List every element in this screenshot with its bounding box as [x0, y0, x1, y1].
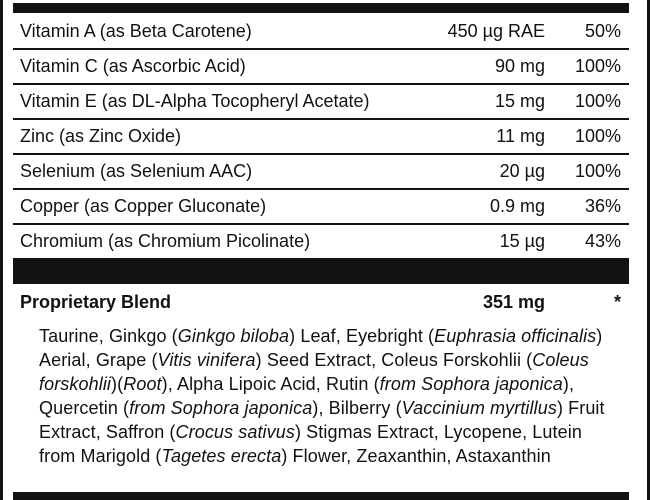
nutrient-row: Vitamin A (as Beta Carotene) 450 µg RAE 50…	[13, 15, 629, 50]
ingredient-text: ), Bilberry (	[312, 398, 402, 418]
latin-name: Root	[123, 374, 162, 394]
panel-content: Vitamin A (as Beta Carotene) 450 µg RAE 50…	[13, 0, 629, 468]
nutrient-amount: 15 µg	[499, 231, 545, 251]
nutrient-daily-value: 50%	[584, 21, 621, 41]
nutrient-row: Vitamin E (as DL-Alpha Tocopheryl Acetat…	[13, 85, 629, 120]
ingredient-text: ) Stigmas Extract, Lycopene, Lutein from…	[39, 422, 582, 466]
latin-name: from Sophora japonica	[129, 398, 313, 418]
nutrient-name: Selenium (as Selenium AAC)	[20, 161, 253, 181]
nutrient-amount: 11 mg	[496, 126, 545, 146]
latin-name: Vitis vinifera	[157, 350, 256, 370]
latin-name: Euphrasia officinalis	[434, 326, 597, 346]
nutrient-row: Copper (as Copper Gluconate) 0.9 mg 36%	[13, 190, 629, 225]
nutrient-amount: 0.9 mg	[489, 196, 545, 216]
nutrient-daily-value: 100%	[574, 56, 621, 76]
nutrient-row: Selenium (as Selenium AAC) 20 µg 100%	[13, 155, 629, 190]
nutrient-daily-value: 100%	[574, 161, 621, 181]
latin-name: Vaccinium myrtillus	[401, 398, 557, 418]
nutrient-daily-value: 100%	[574, 126, 621, 146]
nutrient-row: Vitamin C (as Ascorbic Acid) 90 mg 100%	[13, 50, 629, 85]
latin-name: Tagetes erecta	[161, 446, 282, 466]
ingredient-text: ) Fruit Extract, Saffron (	[39, 398, 605, 442]
nutrient-name: Copper (as Copper Gluconate)	[20, 196, 267, 216]
ingredient-text: ) Leaf, Eyebright (	[289, 326, 435, 346]
latin-name: Coleus forskohlii	[39, 350, 589, 394]
latin-name: Crocus sativus	[175, 422, 295, 442]
nutrient-name: Vitamin A (as Beta Carotene)	[20, 21, 252, 41]
nutrient-amount: 15 mg	[494, 91, 545, 111]
latin-name: Ginkgo biloba	[177, 326, 290, 346]
top-divider-bar	[13, 3, 629, 13]
nutrient-name: Vitamin C (as Ascorbic Acid)	[20, 56, 246, 76]
bottom-divider-bar	[13, 492, 629, 500]
ingredient-text: ) Seed Extract, Coleus Forskohlii (	[255, 350, 533, 370]
nutrient-daily-value: 43%	[584, 231, 621, 251]
blend-name: Proprietary Blend	[20, 292, 172, 312]
nutrient-table: Vitamin A (as Beta Carotene) 450 µg RAE 50…	[13, 13, 629, 258]
ingredient-text: Taurine, Ginkgo (	[39, 326, 178, 346]
section-divider-bar	[13, 258, 629, 284]
nutrient-row: Zinc (as Zinc Oxide) 11 mg 100%	[13, 120, 629, 155]
nutrient-amount: 90 mg	[494, 56, 545, 76]
ingredient-text: ) Aerial, Grape (	[39, 326, 603, 370]
blend-daily-value-asterisk: *	[613, 292, 621, 312]
ingredient-text: ) Flower, Zeaxanthin, Astaxanthin	[281, 446, 551, 466]
nutrient-name: Chromium (as Chromium Picolinate)	[20, 231, 311, 251]
blend-ingredients: Taurine, Ginkgo (Ginkgo biloba) Leaf, Ey…	[39, 324, 615, 468]
nutrient-daily-value: 100%	[574, 91, 621, 111]
nutrient-name: Zinc (as Zinc Oxide)	[20, 126, 182, 146]
nutrient-name: Vitamin E (as DL-Alpha Tocopheryl Acetat…	[20, 91, 370, 111]
ingredient-text: ), Quercetin (	[39, 374, 575, 418]
nutrient-amount: 450 µg RAE	[447, 21, 545, 41]
ingredient-text: ), Alpha Lipoic Acid, Rutin (	[161, 374, 380, 394]
proprietary-blend-row: Proprietary Blend 351 mg *	[13, 290, 629, 315]
nutrient-amount: 20 µg	[499, 161, 545, 181]
blend-amount: 351 mg	[482, 292, 545, 312]
nutrient-daily-value: 36%	[584, 196, 621, 216]
ingredient-text: )(	[111, 374, 124, 394]
latin-name: from Sophora japonica	[379, 374, 563, 394]
nutrient-row: Chromium (as Chromium Picolinate) 15 µg 43…	[13, 225, 629, 258]
